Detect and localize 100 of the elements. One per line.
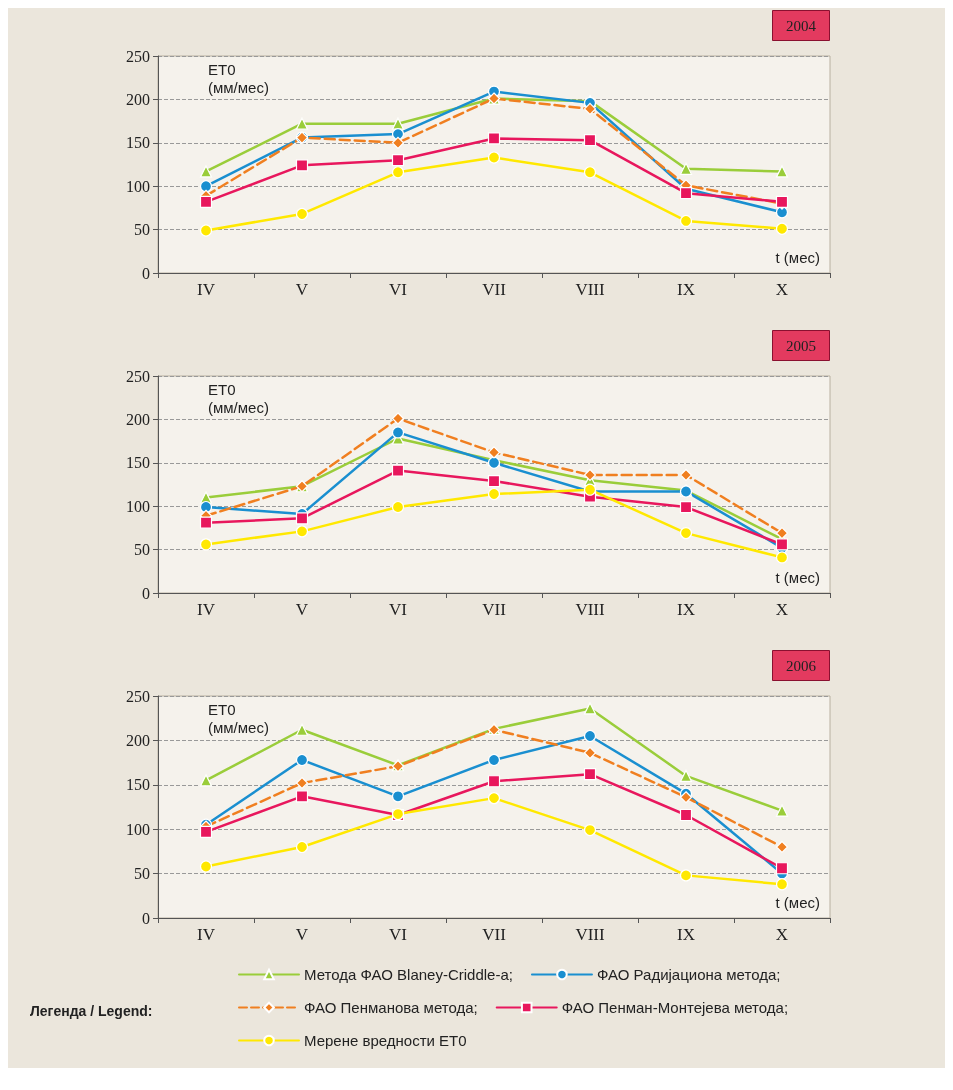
point — [295, 840, 309, 854]
point — [487, 792, 501, 805]
point — [487, 446, 501, 459]
y-tick-label: 150 — [126, 134, 150, 152]
x-tick-label: IX — [677, 925, 695, 944]
point — [199, 165, 213, 178]
x-tick-label: VI — [389, 925, 408, 944]
point — [487, 151, 501, 164]
x-tick-label: V — [295, 280, 309, 299]
y-axis-title: ET0 (мм/мес) — [208, 60, 269, 96]
y-tick-label: 150 — [126, 454, 150, 472]
y-tick-label: 250 — [126, 367, 150, 385]
point — [679, 769, 693, 783]
point — [775, 840, 789, 854]
point — [679, 791, 693, 804]
x-tick-label: X — [775, 925, 789, 944]
point — [295, 159, 309, 172]
point — [295, 117, 309, 130]
y-tick-label: 200 — [126, 410, 150, 428]
y-tick-label: 50 — [134, 865, 150, 883]
y-tick-label: 150 — [126, 776, 150, 794]
y-tick-label: 250 — [126, 47, 150, 65]
point — [199, 224, 213, 237]
x-tick-label: VI — [389, 280, 408, 299]
y-tick-label: 100 — [126, 177, 150, 195]
point — [775, 551, 789, 564]
y-axis-title: ET0 (мм/мес) — [208, 700, 269, 736]
chart-title: 2005 — [786, 337, 816, 354]
point — [583, 702, 597, 715]
point — [583, 746, 597, 759]
point — [583, 468, 597, 482]
legend-label: Метода ФАО Blaney-Criddle-a; — [304, 966, 513, 983]
point — [583, 102, 597, 116]
point — [679, 214, 693, 228]
x-tick-label: VIII — [575, 925, 605, 944]
point — [775, 222, 789, 235]
y-tick-label: 0 — [142, 584, 150, 602]
point — [199, 538, 213, 551]
point — [295, 723, 309, 736]
x-tick-label: VIII — [575, 280, 605, 299]
point — [199, 774, 213, 787]
x-tick-label: X — [775, 280, 789, 299]
x-axis-title: t (мес) — [775, 569, 820, 586]
y-tick-label: 50 — [134, 541, 150, 559]
y-tick-label: 200 — [126, 90, 150, 108]
legend-label: ФАО Пенманова метода; — [304, 999, 478, 1016]
point — [679, 500, 693, 514]
point — [679, 187, 693, 200]
point — [775, 165, 789, 178]
x-tick-label: V — [295, 925, 309, 944]
y-tick-label: 200 — [126, 731, 150, 749]
y-tick-label: 0 — [142, 909, 150, 927]
point — [199, 516, 213, 529]
x-tick-label: IV — [197, 600, 216, 619]
point — [295, 207, 309, 221]
point — [775, 878, 789, 891]
point — [775, 804, 789, 817]
x-axis-title: t (мес) — [775, 894, 820, 911]
point — [775, 206, 789, 219]
point — [487, 775, 501, 788]
y-tick-label: 250 — [126, 687, 150, 705]
point — [679, 527, 693, 540]
point — [295, 776, 309, 790]
legend-title: Легенда / Legend: — [30, 1003, 153, 1019]
x-tick-label: VIII — [575, 600, 605, 619]
point — [583, 134, 597, 147]
point — [391, 412, 405, 425]
point — [583, 823, 597, 837]
x-tick-label: VII — [482, 280, 507, 299]
y-tick-label: 50 — [134, 221, 150, 239]
point — [679, 808, 693, 822]
point — [391, 500, 405, 514]
point — [199, 180, 213, 193]
point — [487, 474, 501, 488]
point — [295, 525, 309, 538]
point — [775, 527, 789, 540]
point — [679, 162, 693, 175]
point — [679, 468, 693, 482]
point — [583, 166, 597, 179]
point — [679, 869, 693, 882]
point — [487, 132, 501, 145]
point — [487, 753, 501, 767]
y-tick-label: 0 — [142, 264, 150, 282]
x-tick-label: X — [775, 600, 789, 619]
x-tick-label: IV — [197, 280, 216, 299]
legend-label: ФАО Радијациона метода; — [596, 966, 781, 983]
point — [199, 825, 213, 838]
point — [391, 154, 405, 167]
point — [295, 753, 309, 767]
legend-label: Мерене вредности ET0 — [304, 1032, 467, 1049]
x-tick-label: VII — [482, 600, 507, 619]
y-tick-label: 100 — [126, 497, 150, 515]
point — [295, 790, 309, 803]
legend-label: ФАО Пенман-Монтејева метода; — [561, 999, 789, 1016]
point — [199, 195, 213, 208]
x-axis-title: t (мес) — [775, 249, 820, 266]
x-tick-label: VII — [482, 925, 507, 944]
x-tick-label: IV — [197, 925, 216, 944]
point — [487, 487, 501, 501]
point — [295, 512, 309, 525]
